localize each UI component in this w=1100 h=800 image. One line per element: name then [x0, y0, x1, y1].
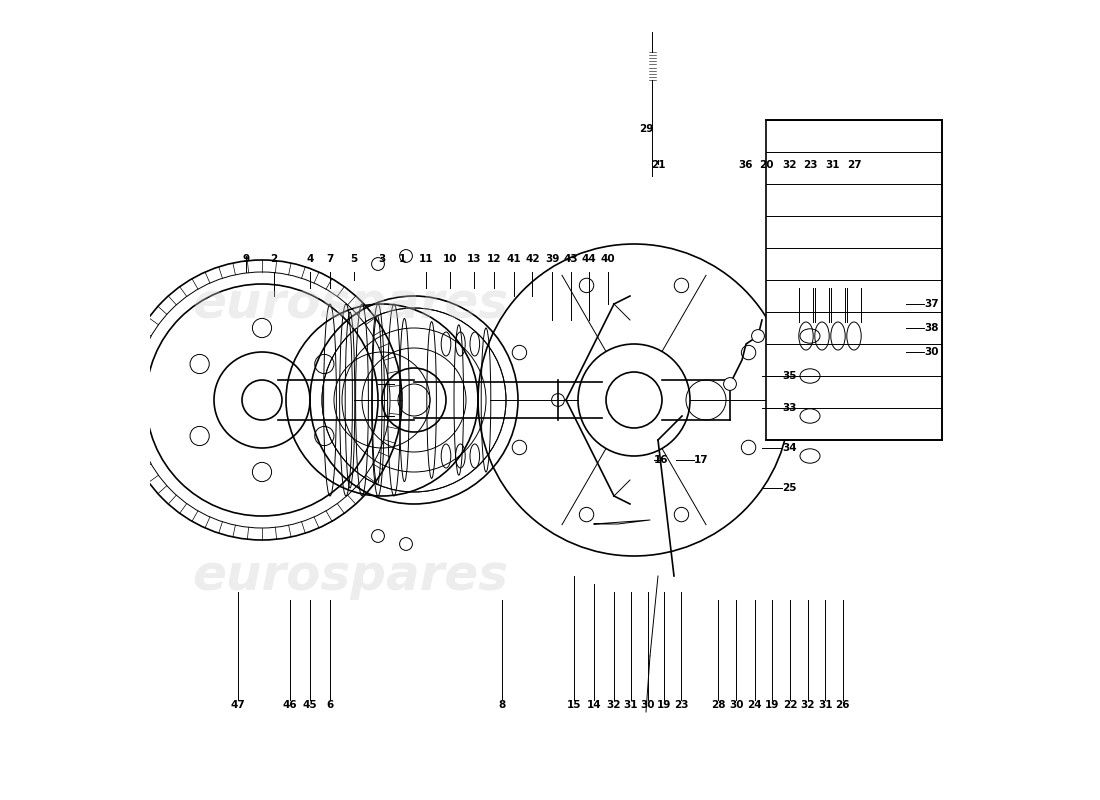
Text: 8: 8	[498, 700, 506, 710]
Text: 32: 32	[607, 700, 621, 710]
Text: 37: 37	[924, 299, 939, 309]
Text: 40: 40	[601, 254, 615, 264]
Text: 45: 45	[302, 700, 317, 710]
Text: 26: 26	[836, 700, 850, 710]
Text: 27: 27	[847, 160, 861, 170]
Text: 34: 34	[782, 443, 796, 453]
Circle shape	[751, 330, 764, 342]
Text: 35: 35	[782, 371, 796, 381]
Text: eurospares: eurospares	[192, 280, 508, 328]
Text: 13: 13	[466, 254, 482, 264]
Text: 12: 12	[486, 254, 502, 264]
Text: 2: 2	[271, 254, 277, 264]
Text: 5: 5	[351, 254, 358, 264]
Text: 32: 32	[801, 700, 815, 710]
Text: 23: 23	[803, 160, 817, 170]
Text: 42: 42	[525, 254, 540, 264]
Text: 30: 30	[640, 700, 654, 710]
Text: 16: 16	[654, 455, 669, 465]
Polygon shape	[594, 520, 650, 524]
Text: 28: 28	[711, 700, 725, 710]
Text: 29: 29	[639, 124, 653, 134]
Text: 32: 32	[783, 160, 798, 170]
Bar	[766, 120, 942, 440]
Text: 1: 1	[398, 254, 406, 264]
Text: 25: 25	[782, 483, 796, 493]
Text: 21: 21	[651, 160, 666, 170]
Text: 19: 19	[657, 700, 672, 710]
Text: 30: 30	[924, 347, 939, 357]
Text: 31: 31	[818, 700, 833, 710]
Text: 31: 31	[624, 700, 638, 710]
Text: 19: 19	[766, 700, 780, 710]
Text: 14: 14	[586, 700, 602, 710]
Text: 7: 7	[327, 254, 333, 264]
Text: 33: 33	[782, 403, 796, 413]
Text: 17: 17	[694, 455, 708, 465]
Circle shape	[724, 378, 736, 390]
Text: 9: 9	[242, 254, 250, 264]
Text: 41: 41	[507, 254, 521, 264]
Text: 47: 47	[231, 700, 245, 710]
Text: 44: 44	[582, 254, 596, 264]
Text: 10: 10	[442, 254, 458, 264]
Text: 6: 6	[327, 700, 333, 710]
Text: 20: 20	[759, 160, 773, 170]
Text: 31: 31	[825, 160, 839, 170]
Text: 22: 22	[783, 700, 798, 710]
Text: 38: 38	[924, 323, 939, 333]
Text: 15: 15	[566, 700, 581, 710]
Text: 23: 23	[674, 700, 689, 710]
Text: 46: 46	[283, 700, 297, 710]
Text: 30: 30	[729, 700, 744, 710]
Text: eurospares: eurospares	[192, 552, 508, 600]
Text: 11: 11	[419, 254, 433, 264]
Text: 39: 39	[546, 254, 560, 264]
Text: 3: 3	[378, 254, 386, 264]
Text: 4: 4	[306, 254, 313, 264]
Text: 36: 36	[739, 160, 754, 170]
Text: 24: 24	[748, 700, 762, 710]
Text: 43: 43	[563, 254, 579, 264]
